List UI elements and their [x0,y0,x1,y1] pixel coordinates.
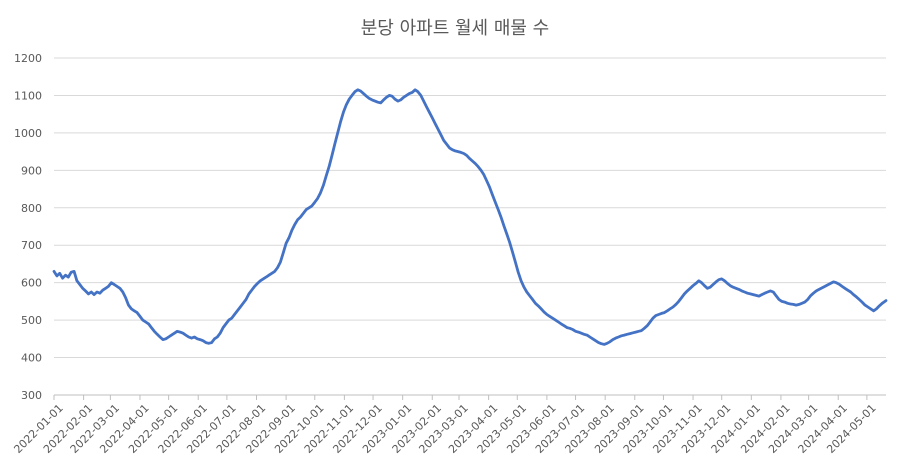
y-tick-label: 1000 [14,127,42,140]
y-tick-label: 600 [21,277,42,290]
y-tick-label: 500 [21,314,42,327]
y-tick-label: 800 [21,202,42,215]
gridlines [54,57,886,359]
x-axis-tick-labels: 2022-01-012022-02-012022-03-012022-04-01… [11,395,879,456]
y-tick-label: 1100 [14,89,42,102]
y-axis-tick-labels: 300 400 500 600 700 800 900 1000 1100 1200 [14,52,42,402]
y-tick-label: 1200 [14,52,42,65]
series-line-0 [52,88,888,346]
y-tick-label: 400 [21,352,42,365]
series-layer [52,88,888,346]
y-tick-label: 300 [21,389,42,402]
chart-title: 분당 아파트 월세 매물 수 [361,18,550,39]
y-tick-label: 700 [21,239,42,252]
y-tick-label: 900 [21,164,42,177]
